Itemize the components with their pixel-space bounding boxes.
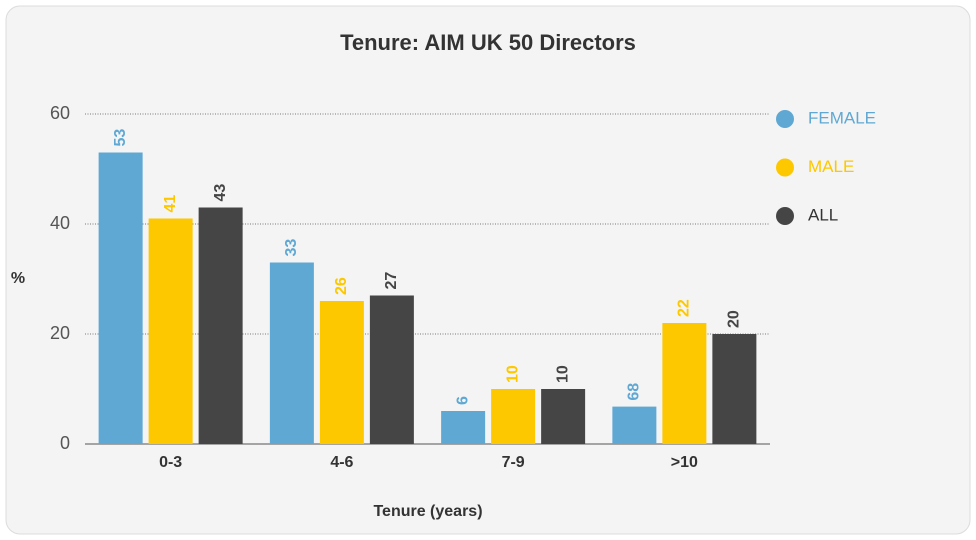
x-axis-label: Tenure (years) xyxy=(373,503,482,520)
legend-marker xyxy=(776,158,794,177)
y-tick-label: 20 xyxy=(50,323,70,343)
y-axis-label: % xyxy=(11,270,25,287)
y-tick-label: 40 xyxy=(50,213,70,233)
bar xyxy=(148,218,193,444)
bar xyxy=(712,334,757,444)
data-label: 10 xyxy=(504,365,521,383)
x-tick-label: 4-6 xyxy=(330,454,353,471)
bar xyxy=(441,411,486,444)
legend-marker xyxy=(776,110,794,128)
bar xyxy=(541,389,586,444)
bar xyxy=(198,207,243,444)
legend-label: FEMALE xyxy=(808,108,876,127)
data-label: 27 xyxy=(383,272,400,290)
x-tick-label: 0-3 xyxy=(159,454,182,471)
data-label: 22 xyxy=(676,299,693,317)
data-label: 53 xyxy=(112,129,129,147)
bar xyxy=(612,406,657,444)
legend-label: ALL xyxy=(808,205,838,224)
bar xyxy=(662,323,707,444)
chart-title: Tenure: AIM UK 50 Directors xyxy=(340,30,636,55)
data-label: 68 xyxy=(626,383,643,401)
data-label: 20 xyxy=(726,310,743,328)
data-label: 26 xyxy=(333,277,350,295)
data-label: 33 xyxy=(283,239,300,257)
bar xyxy=(269,262,314,444)
bar xyxy=(98,152,143,444)
y-tick-label: 0 xyxy=(60,433,70,453)
data-label: 41 xyxy=(162,195,179,213)
bar xyxy=(369,295,414,444)
legend-marker xyxy=(776,207,794,225)
y-tick-label: 60 xyxy=(50,103,70,123)
legend-label: MALE xyxy=(808,157,854,176)
x-tick-label: 7-9 xyxy=(502,454,525,471)
data-label: 43 xyxy=(212,184,229,202)
data-label: 10 xyxy=(554,365,571,383)
x-tick-label: >10 xyxy=(671,454,698,471)
bar xyxy=(491,389,536,444)
data-label: 6 xyxy=(454,396,471,405)
bar xyxy=(319,301,364,444)
